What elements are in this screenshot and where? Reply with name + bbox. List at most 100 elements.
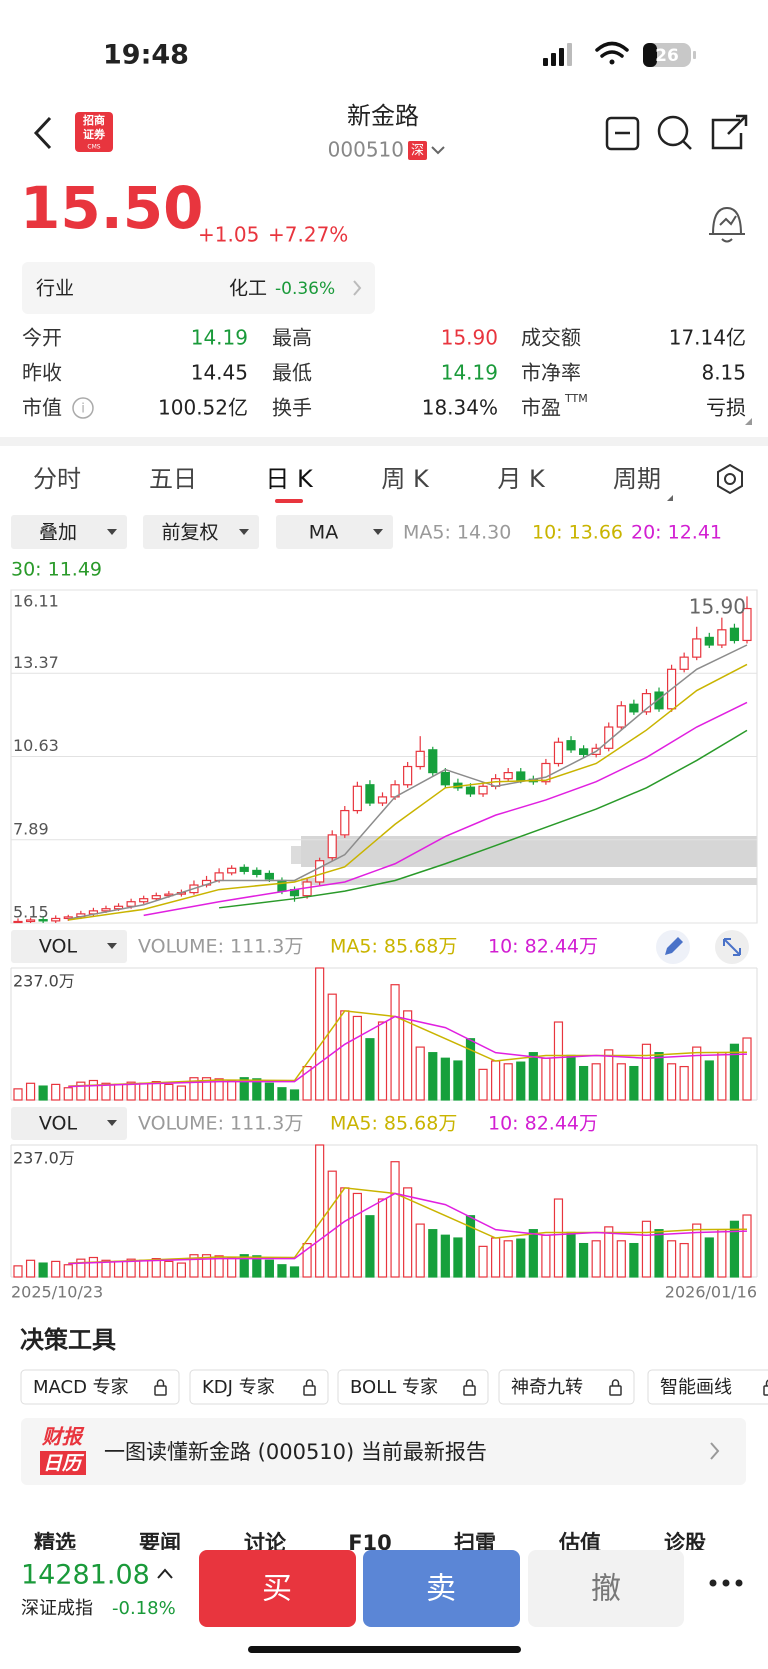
volume-bar	[503, 1063, 513, 1101]
volume-bar	[252, 1078, 262, 1101]
selector-arrow	[239, 529, 249, 535]
more-button[interactable]	[709, 1579, 743, 1587]
volume-bar	[428, 1229, 438, 1278]
volume-bar	[553, 1198, 564, 1278]
max-price-label: 15.90	[689, 595, 746, 619]
candle-body	[113, 905, 124, 910]
tool-chip[interactable]	[20, 1369, 180, 1405]
ma-legend: 20: 12.41	[631, 522, 722, 544]
stock-code: 000510	[328, 138, 404, 162]
logo-text: 证券	[83, 127, 106, 141]
y-tick-label: 7.89	[13, 819, 49, 838]
tool-label: KDJ 专家	[202, 1377, 275, 1398]
industry-change: -0.36%	[275, 279, 335, 299]
tool-chip[interactable]	[189, 1369, 329, 1405]
volume-bar	[641, 1220, 652, 1278]
candle-body	[729, 627, 740, 642]
stat-label-sup: TTM	[564, 392, 588, 405]
volume-bar	[176, 1262, 186, 1278]
candle-body	[126, 901, 136, 907]
industry-label: 行业	[36, 278, 74, 300]
volume-bar	[528, 1052, 538, 1101]
search-icon[interactable]	[657, 115, 689, 147]
settings-icon[interactable]	[717, 463, 743, 495]
sell-button[interactable]	[363, 1550, 520, 1627]
period-tab[interactable]: 月 K	[497, 465, 546, 493]
change-percent: +7.27%	[268, 223, 348, 247]
back-button[interactable]	[33, 116, 52, 150]
volume-bar	[415, 1223, 425, 1278]
cancel-button[interactable]	[528, 1550, 684, 1627]
lock-shackle	[465, 1379, 474, 1386]
period-tab[interactable]: 周 K	[381, 465, 430, 493]
volume-bar	[25, 1082, 36, 1101]
volume-bar	[692, 1223, 702, 1278]
candle-body	[252, 869, 262, 875]
stat-label: 最高	[272, 326, 312, 350]
header-icons	[605, 114, 748, 151]
candle-body	[239, 866, 249, 872]
volume-bar	[315, 1144, 325, 1278]
ma-line	[219, 729, 748, 909]
x-tick-label: 2025/10/23	[11, 1283, 103, 1302]
period-tab[interactable]: 分时	[33, 465, 81, 493]
vol-selector[interactable]	[11, 1107, 127, 1140]
active-tab-indicator	[275, 499, 303, 503]
candle-body	[415, 750, 425, 768]
volume-bar	[340, 1010, 350, 1101]
info-icon[interactable]	[72, 397, 94, 419]
selector-box[interactable]	[11, 515, 127, 549]
candle-body	[377, 796, 388, 804]
vol-selector[interactable]	[11, 930, 127, 963]
volume-bar	[352, 1192, 362, 1278]
stat-value: 17.14亿	[669, 326, 746, 350]
tool-chip[interactable]	[647, 1369, 768, 1405]
selector-box[interactable]	[143, 515, 259, 549]
alert-icon[interactable]	[709, 206, 745, 243]
volume-bar	[277, 1264, 287, 1278]
volume-bar	[541, 1234, 551, 1278]
volume-bar	[629, 1065, 639, 1101]
ma-line	[143, 701, 748, 917]
volume-bar	[503, 1240, 513, 1278]
volume-bar	[541, 1057, 551, 1101]
candle-body	[403, 765, 413, 786]
selector-box[interactable]	[276, 515, 393, 549]
volume-bar	[478, 1245, 488, 1278]
volume-bar	[528, 1229, 538, 1278]
clock: 19:48	[103, 40, 189, 71]
period-tab[interactable]: 日 K	[265, 465, 314, 493]
volume-bar	[176, 1085, 186, 1101]
x-tick-label: 2026/01/16	[665, 1283, 757, 1302]
candle-body	[503, 772, 513, 780]
index-name: 深证成指	[21, 1598, 93, 1619]
industry-box[interactable]	[22, 262, 375, 314]
period-tab[interactable]: 五日	[149, 465, 197, 493]
volume-bar	[315, 967, 325, 1101]
volume-bar	[289, 1266, 300, 1278]
stat-label: 成交额	[521, 326, 581, 350]
action-label: 买	[262, 1572, 292, 1607]
candle-body	[629, 703, 639, 713]
tool-chip[interactable]	[337, 1369, 489, 1405]
tool-chip[interactable]	[498, 1369, 635, 1405]
buy-button[interactable]	[199, 1550, 356, 1627]
y-tick-label: 5.15	[13, 903, 49, 922]
period-tab[interactable]: 周期	[613, 465, 661, 493]
action-label: 撤	[591, 1572, 621, 1607]
candle-body	[654, 691, 664, 710]
volume-bar	[214, 1255, 224, 1278]
minimize-icon[interactable]	[605, 116, 640, 151]
home-indicator	[248, 1646, 521, 1653]
volume-bar	[390, 984, 400, 1101]
index-expand[interactable]	[157, 1568, 173, 1579]
code-dropdown[interactable]	[431, 146, 445, 155]
share-icon[interactable]	[711, 118, 743, 150]
volume-bar	[227, 1079, 237, 1101]
report-banner[interactable]	[21, 1418, 746, 1485]
edit-icon	[665, 937, 683, 955]
candle-body	[365, 784, 375, 804]
volume-bar	[516, 1238, 526, 1278]
y-tick-label: 10.63	[13, 736, 59, 755]
